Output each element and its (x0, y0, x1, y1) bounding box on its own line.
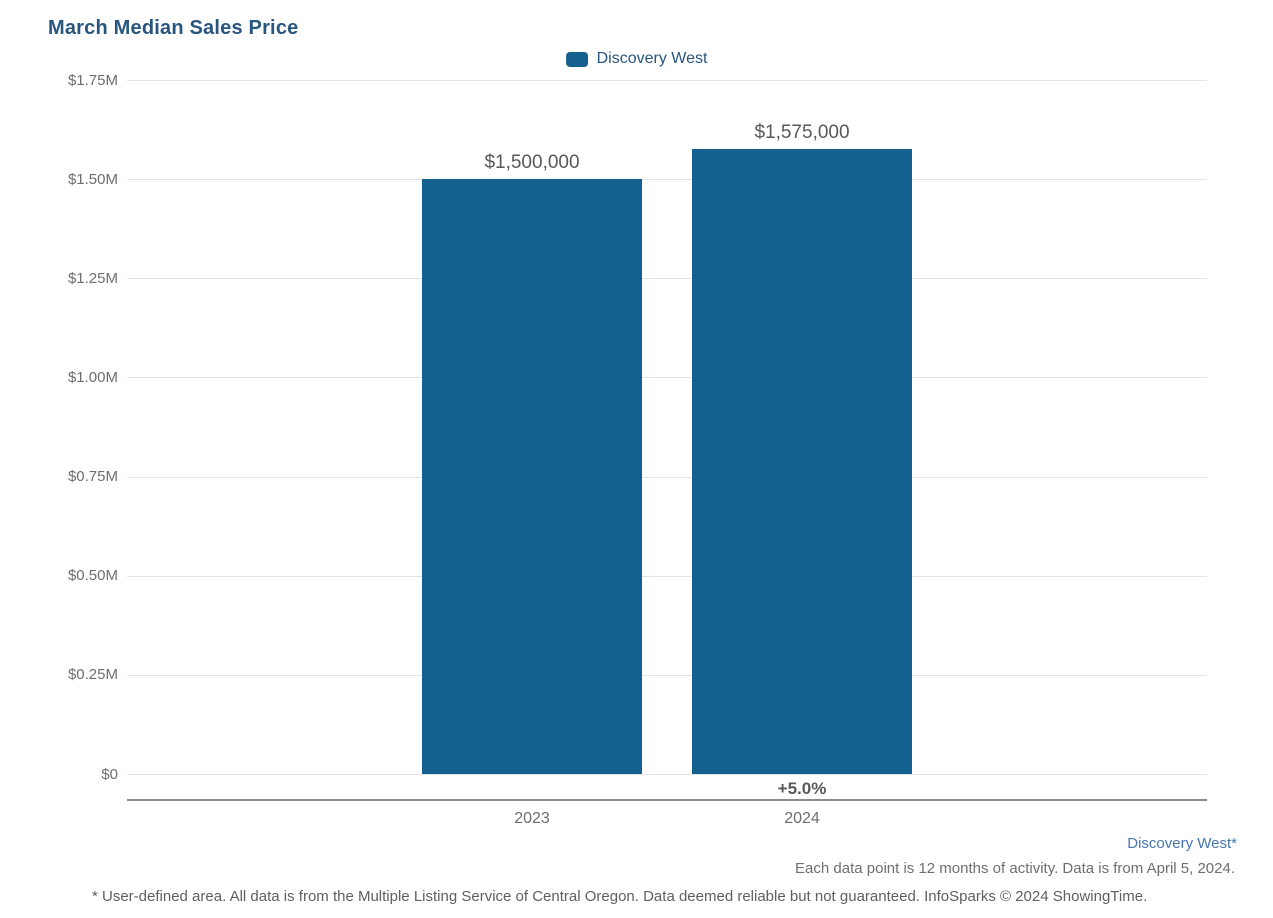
bar-2024[interactable] (692, 149, 912, 774)
bar-2023[interactable] (422, 179, 642, 774)
footer-disclaimer: * User-defined area. All data is from th… (92, 888, 1148, 905)
chart-title: March Median Sales Price (48, 17, 299, 39)
y-tick-label: $1.50M (67, 170, 118, 188)
gridline (127, 476, 1207, 478)
plot-area: $1,500,000 $1,575,000 (127, 80, 1207, 775)
y-tick-label: $0.75M (67, 468, 118, 486)
gridline (127, 575, 1207, 577)
gridline (127, 278, 1207, 280)
x-axis-line (127, 799, 1207, 801)
bar-value-label-2024: $1,575,000 (754, 122, 850, 144)
y-tick-label: $1.00M (67, 368, 118, 386)
y-tick-label: $1.75M (67, 71, 118, 89)
x-tick-label-2024: 2024 (784, 810, 820, 827)
gridline (127, 774, 1207, 775)
gridline (127, 377, 1207, 379)
x-tick-label-2023: 2023 (514, 810, 550, 827)
change-annotation: +5.0% (777, 779, 827, 798)
legend-label: Discovery West (596, 50, 708, 67)
bar-value-label-2023: $1,500,000 (484, 152, 580, 174)
legend-swatch-icon (565, 51, 588, 67)
gridline (127, 179, 1207, 181)
y-tick-label: $1.25M (67, 269, 118, 287)
y-tick-label: $0.50M (67, 567, 118, 585)
footer-note: Each data point is 12 months of activity… (795, 860, 1235, 877)
gridline (127, 80, 1207, 81)
y-tick-label: $0 (101, 765, 118, 783)
footer-area-link[interactable]: Discovery West* (1127, 835, 1237, 852)
y-tick-label: $0.25M (67, 666, 118, 684)
gridline (127, 674, 1207, 676)
legend-item-discovery-west[interactable]: Discovery West (565, 50, 708, 68)
